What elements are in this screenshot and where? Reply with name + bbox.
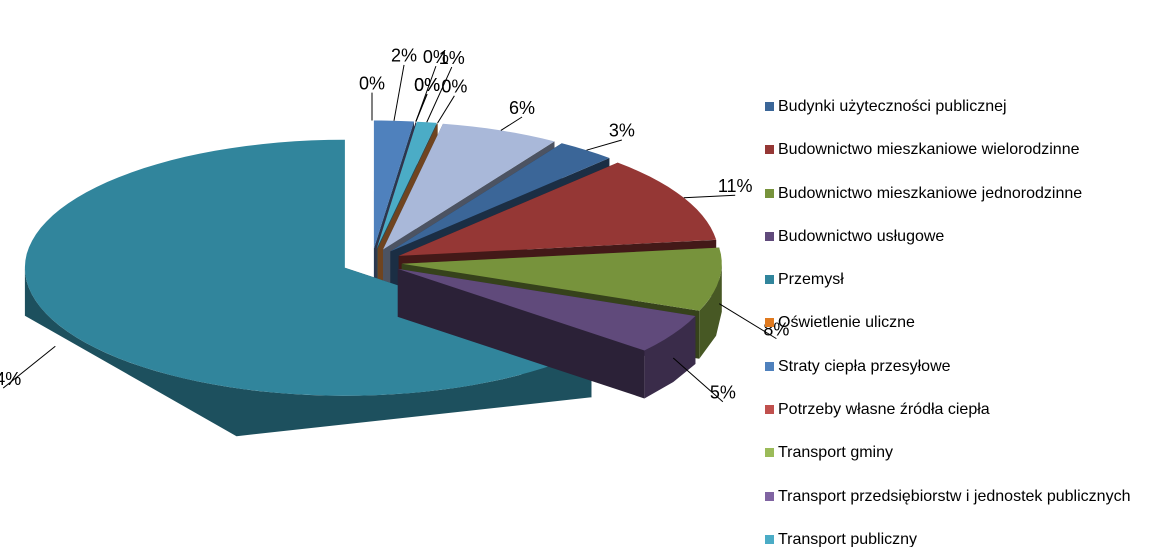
legend-entry: Budownictwo usługowe [762,222,1152,265]
data-label: 0% [423,47,449,67]
data-label: 3% [609,121,635,141]
legend-entry: Transport przedsiębiorstw i jednostek pu… [762,482,1152,525]
leader-line [2,345,56,389]
legend-swatch [765,102,774,111]
data-label: 1% [439,48,465,68]
leader-line [586,139,622,151]
slice [397,268,696,399]
data-label: 6% [509,98,535,118]
legend-label: Przemysł [778,271,844,289]
slice-top [376,121,437,249]
legend-swatch [765,231,774,241]
legend-label: Straty ciepła przesyłowe [778,357,951,375]
leader-line [672,357,724,403]
leader-line [415,93,428,122]
slice-wall [397,268,645,399]
legend-label: Transport publiczny [778,530,918,547]
legend-entry: Straty ciepła przesyłowe [762,352,1152,395]
data-label: 64% [0,369,21,389]
data-label: 0% [441,77,467,97]
slice-top [373,120,414,249]
data-label: 0% [414,75,440,95]
data-label: 0% [359,73,385,93]
legend-entry: Budynki użyteczności publicznej [762,92,1152,135]
legend-swatch [765,275,774,285]
legend-entry: Transport publiczny [762,525,1152,547]
data-label: 2% [391,46,417,66]
legend-entry: Transport gminy [762,438,1152,481]
legend-label: Budynki użyteczności publicznej [778,98,1007,115]
legend-label: Potrzeby własne źródła ciepła [778,401,990,419]
legend-label: Budownictwo mieszkaniowe wielorodzinne [778,141,1080,159]
legend-label: Oświetlenie uliczne [778,314,915,332]
slice-top [401,247,722,311]
legend-swatch [765,448,774,458]
legend-label: Transport przedsiębiorstw i jednostek pu… [778,487,1131,505]
slice-side [24,267,592,437]
leader-line [426,66,453,123]
legend-entry: Przemysł [762,265,1152,308]
legend: Budynki użyteczności publicznej Budownict… [762,92,1152,547]
leader-line [437,95,455,124]
legend-entry: Budownictwo mieszkaniowe wielorodzinne [762,135,1152,178]
slice-top [398,162,717,256]
legend-entry: Budownictwo mieszkaniowe jednorodzinne [762,179,1152,222]
legend-swatch [765,318,774,328]
legend-label: Budownictwo mieszkaniowe jednorodzinne [778,184,1083,202]
legend-swatch [765,188,774,198]
legend-swatch [765,361,774,371]
legend-swatch [765,405,774,415]
leader-line [393,64,405,121]
legend-entry: Oświetlenie uliczne [762,308,1152,351]
slice-side [644,316,696,399]
slice-top [383,123,555,250]
legend-label: Budownictwo usługowe [778,227,945,245]
data-label: 5% [710,383,736,403]
leader-line [500,116,523,131]
legend-label: Transport gminy [778,444,893,462]
legend-swatch [765,534,774,544]
legend-swatch [765,491,774,501]
leader-line [718,303,777,340]
slice-top [390,143,610,252]
slice-side [699,263,722,359]
legend-entry: Potrzeby własne źródła ciepła [762,395,1152,438]
slice-top [397,268,696,351]
data-label: 11% [718,176,753,196]
legend-swatch [765,145,774,155]
leader-line [683,194,736,199]
data-label: 0% [414,75,440,95]
